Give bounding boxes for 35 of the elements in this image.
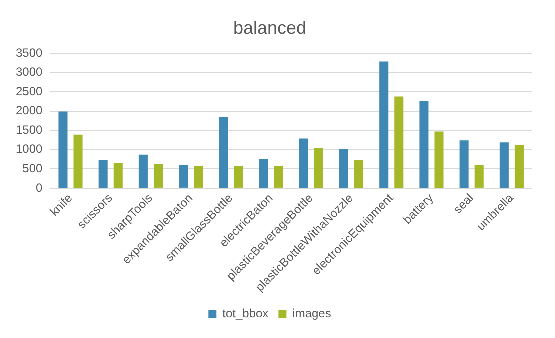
bar [354,160,364,188]
bar [98,160,108,188]
bar [339,149,349,188]
legend-label: tot_bbox [222,306,269,320]
bar [394,96,404,188]
chart-title: balanced [233,18,307,38]
y-tick-label: 3000 [16,65,44,80]
bar [114,163,123,188]
bar [380,62,389,188]
y-tick-label: 0 [36,180,44,195]
bar [154,164,163,188]
y-tick-label: 2000 [16,104,44,118]
bar [514,145,524,188]
bar [460,140,469,188]
bar [299,138,308,188]
bar [314,148,324,188]
y-tick-label: 3500 [16,46,44,60]
y-tick-label: 2500 [16,84,44,98]
bar [138,154,148,188]
y-tick-label: 1500 [16,122,44,137]
bar [274,166,284,188]
legend-label: images [292,306,332,320]
bar [219,118,228,188]
bar [58,112,68,188]
bar [179,165,188,188]
bar [500,142,509,188]
bar [434,132,444,188]
bar [474,165,484,188]
bar [259,160,268,188]
bar [234,166,244,188]
bar [194,166,204,188]
y-tick-label: 500 [22,161,44,176]
y-tick-label: 1000 [16,142,44,156]
bar [420,101,429,188]
bar [74,134,83,188]
